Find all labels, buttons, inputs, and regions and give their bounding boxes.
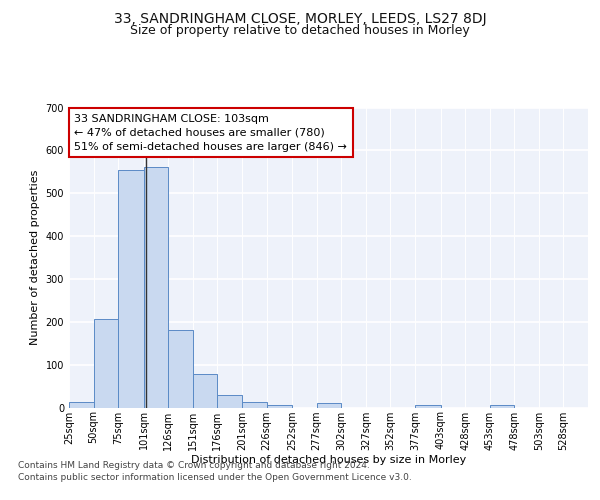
Bar	[317, 403, 341, 407]
Text: Contains public sector information licensed under the Open Government Licence v3: Contains public sector information licen…	[18, 474, 412, 482]
Bar	[144, 167, 168, 408]
Bar	[217, 394, 242, 407]
Bar	[69, 402, 94, 407]
Y-axis label: Number of detached properties: Number of detached properties	[30, 170, 40, 345]
Text: Contains HM Land Registry data © Crown copyright and database right 2024.: Contains HM Land Registry data © Crown c…	[18, 461, 370, 470]
Bar	[168, 330, 193, 407]
Bar	[266, 404, 292, 407]
X-axis label: Distribution of detached houses by size in Morley: Distribution of detached houses by size …	[191, 456, 466, 466]
Bar	[193, 374, 217, 408]
Bar	[242, 402, 266, 407]
Bar	[490, 404, 514, 407]
Text: Size of property relative to detached houses in Morley: Size of property relative to detached ho…	[130, 24, 470, 37]
Bar	[94, 319, 118, 408]
Bar	[118, 170, 144, 408]
Bar	[415, 406, 440, 407]
Text: 33, SANDRINGHAM CLOSE, MORLEY, LEEDS, LS27 8DJ: 33, SANDRINGHAM CLOSE, MORLEY, LEEDS, LS…	[113, 12, 487, 26]
Text: 33 SANDRINGHAM CLOSE: 103sqm
← 47% of detached houses are smaller (780)
51% of s: 33 SANDRINGHAM CLOSE: 103sqm ← 47% of de…	[74, 114, 347, 152]
